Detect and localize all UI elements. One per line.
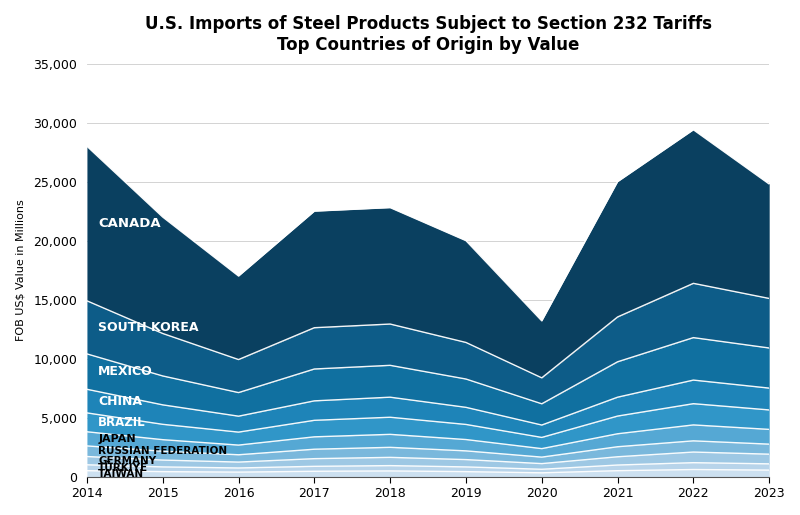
Text: CANADA: CANADA [98,217,161,230]
Title: U.S. Imports of Steel Products Subject to Section 232 Tariffs
Top Countries of O: U.S. Imports of Steel Products Subject t… [145,15,711,54]
Text: CHINA: CHINA [98,394,142,407]
Text: TÜRKIYE: TÜRKIYE [98,462,149,473]
Text: SOUTH KOREA: SOUTH KOREA [98,321,199,334]
Text: BRAZIL: BRAZIL [98,416,146,429]
Y-axis label: FOB US$ Value in Millions: FOB US$ Value in Millions [15,199,25,341]
Text: RUSSIAN FEDERATION: RUSSIAN FEDERATION [98,446,227,456]
Text: TAIWAN: TAIWAN [98,469,145,478]
Text: GERMANY: GERMANY [98,456,157,466]
Text: JAPAN: JAPAN [98,434,136,444]
Text: MEXICO: MEXICO [98,365,153,378]
